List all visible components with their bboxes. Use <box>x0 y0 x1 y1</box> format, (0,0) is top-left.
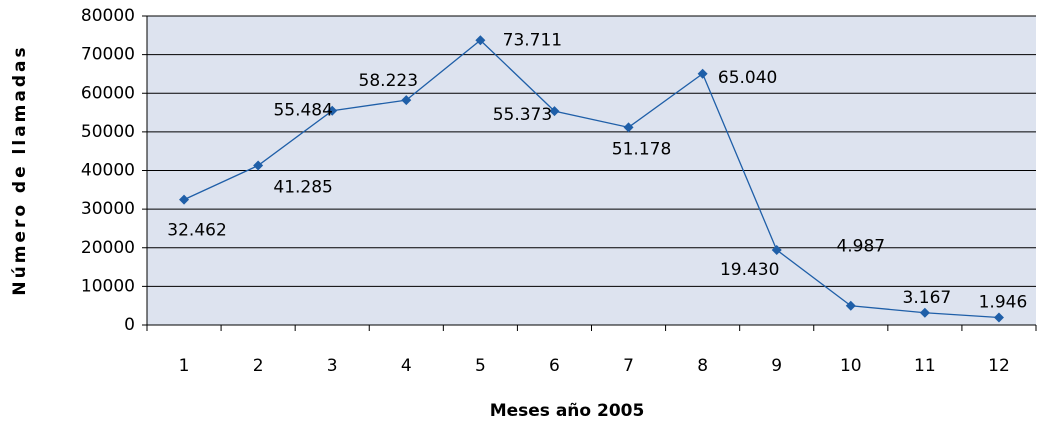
x-tick-label: 6 <box>549 356 560 376</box>
data-label: 32.462 <box>167 221 226 241</box>
data-label: 41.285 <box>273 178 332 198</box>
data-label: 4.987 <box>836 237 885 257</box>
marker <box>623 122 634 133</box>
y-tick-label: 20000 <box>81 238 135 258</box>
marker <box>401 95 412 106</box>
marker <box>771 244 782 255</box>
x-tick-label: 7 <box>623 356 634 376</box>
marker <box>845 300 856 311</box>
x-tick-label: 3 <box>327 356 338 376</box>
x-tick-label: 8 <box>697 356 708 376</box>
y-tick-label: 30000 <box>81 199 135 219</box>
marker <box>475 35 486 46</box>
marker <box>179 194 190 205</box>
data-label: 55.484 <box>273 101 332 121</box>
y-tick-label: 60000 <box>81 83 135 103</box>
marker <box>919 307 930 318</box>
y-tick-label: 80000 <box>81 6 135 26</box>
y-tick-label: 70000 <box>81 45 135 65</box>
marker <box>993 312 1004 323</box>
data-label: 65.040 <box>718 68 777 88</box>
x-tick-label: 12 <box>988 356 1010 376</box>
x-tick-label: 5 <box>475 356 486 376</box>
data-label: 55.373 <box>493 105 552 125</box>
marker <box>327 105 338 116</box>
marker <box>253 160 264 171</box>
data-label: 1.946 <box>979 292 1028 312</box>
data-label: 3.167 <box>903 288 952 308</box>
marker <box>549 106 560 117</box>
x-tick-label: 9 <box>771 356 782 376</box>
line <box>183 39 999 319</box>
y-tick-label: 0 <box>124 315 135 335</box>
x-tick-label: 10 <box>840 356 862 376</box>
x-tick-label: 4 <box>401 356 412 376</box>
y-tick-label: 50000 <box>81 122 135 142</box>
y-tick-label: 40000 <box>81 161 135 181</box>
x-tick-label: 1 <box>179 356 190 376</box>
x-tick-label: 2 <box>253 356 264 376</box>
data-label: 73.711 <box>503 30 562 50</box>
data-label: 58.223 <box>359 71 418 91</box>
x-tick-label: 11 <box>914 356 936 376</box>
data-label: 19.430 <box>720 260 779 280</box>
data-label: 51.178 <box>612 139 671 159</box>
y-tick-label: 10000 <box>81 276 135 296</box>
x-axis-title: Meses año 2005 <box>490 401 645 421</box>
y-axis-title: Número de llamadas <box>10 44 30 295</box>
marker <box>697 68 708 79</box>
